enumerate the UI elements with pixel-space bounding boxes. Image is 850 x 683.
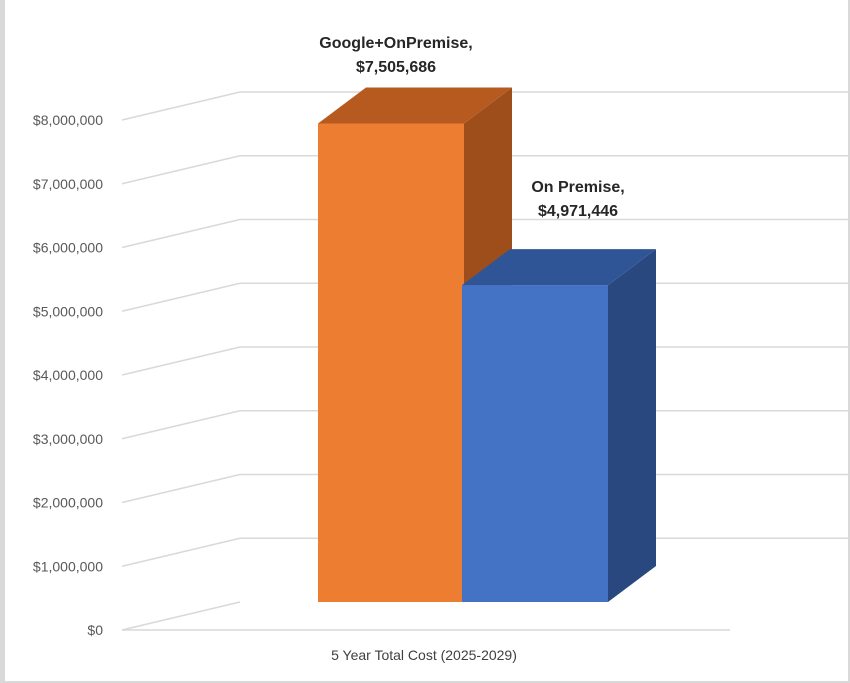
gridline-side — [121, 91, 241, 121]
y-axis-ticks: $0 $1,000,000 $2,000,000 $3,000,000 $4,000,0… — [33, 112, 103, 638]
data-labels: Google+OnPremise, $7,505,686 On Premise, $4… — [319, 35, 624, 220]
gridline-side — [121, 537, 241, 567]
bar-top-face — [462, 249, 656, 286]
category-label: 5 Year Total Cost (2025-2029) — [331, 647, 517, 663]
floor-side-edge — [121, 601, 241, 631]
bar-front-face — [462, 285, 608, 602]
gridline-side — [121, 282, 241, 312]
y-tick-label: $0 — [87, 622, 103, 638]
gridline-side — [121, 410, 241, 440]
data-label-name: On Premise, — [531, 179, 624, 196]
y-tick-label: $4,000,000 — [33, 367, 103, 383]
y-tick-label: $2,000,000 — [33, 495, 103, 511]
y-tick-label: $1,000,000 — [33, 558, 103, 574]
gridline-side — [121, 473, 241, 504]
bar-top-face — [318, 87, 512, 124]
bar-front-face — [318, 123, 464, 603]
data-label-value: $7,505,686 — [356, 59, 436, 76]
gridline-side — [121, 155, 241, 185]
data-label-name: Google+OnPremise, — [319, 35, 472, 52]
gridline-side — [121, 346, 241, 376]
y-tick-label: $3,000,000 — [33, 431, 103, 447]
y-tick-label: $8,000,000 — [33, 112, 103, 128]
y-tick-label: $6,000,000 — [33, 240, 103, 256]
gridline-side — [121, 218, 241, 249]
bars — [318, 87, 656, 603]
data-label-value: $4,971,446 — [538, 203, 618, 220]
bar-on-premise — [462, 249, 656, 602]
bar-side-face — [608, 249, 656, 602]
y-tick-label: $7,000,000 — [33, 176, 103, 192]
y-tick-label: $5,000,000 — [33, 303, 103, 319]
